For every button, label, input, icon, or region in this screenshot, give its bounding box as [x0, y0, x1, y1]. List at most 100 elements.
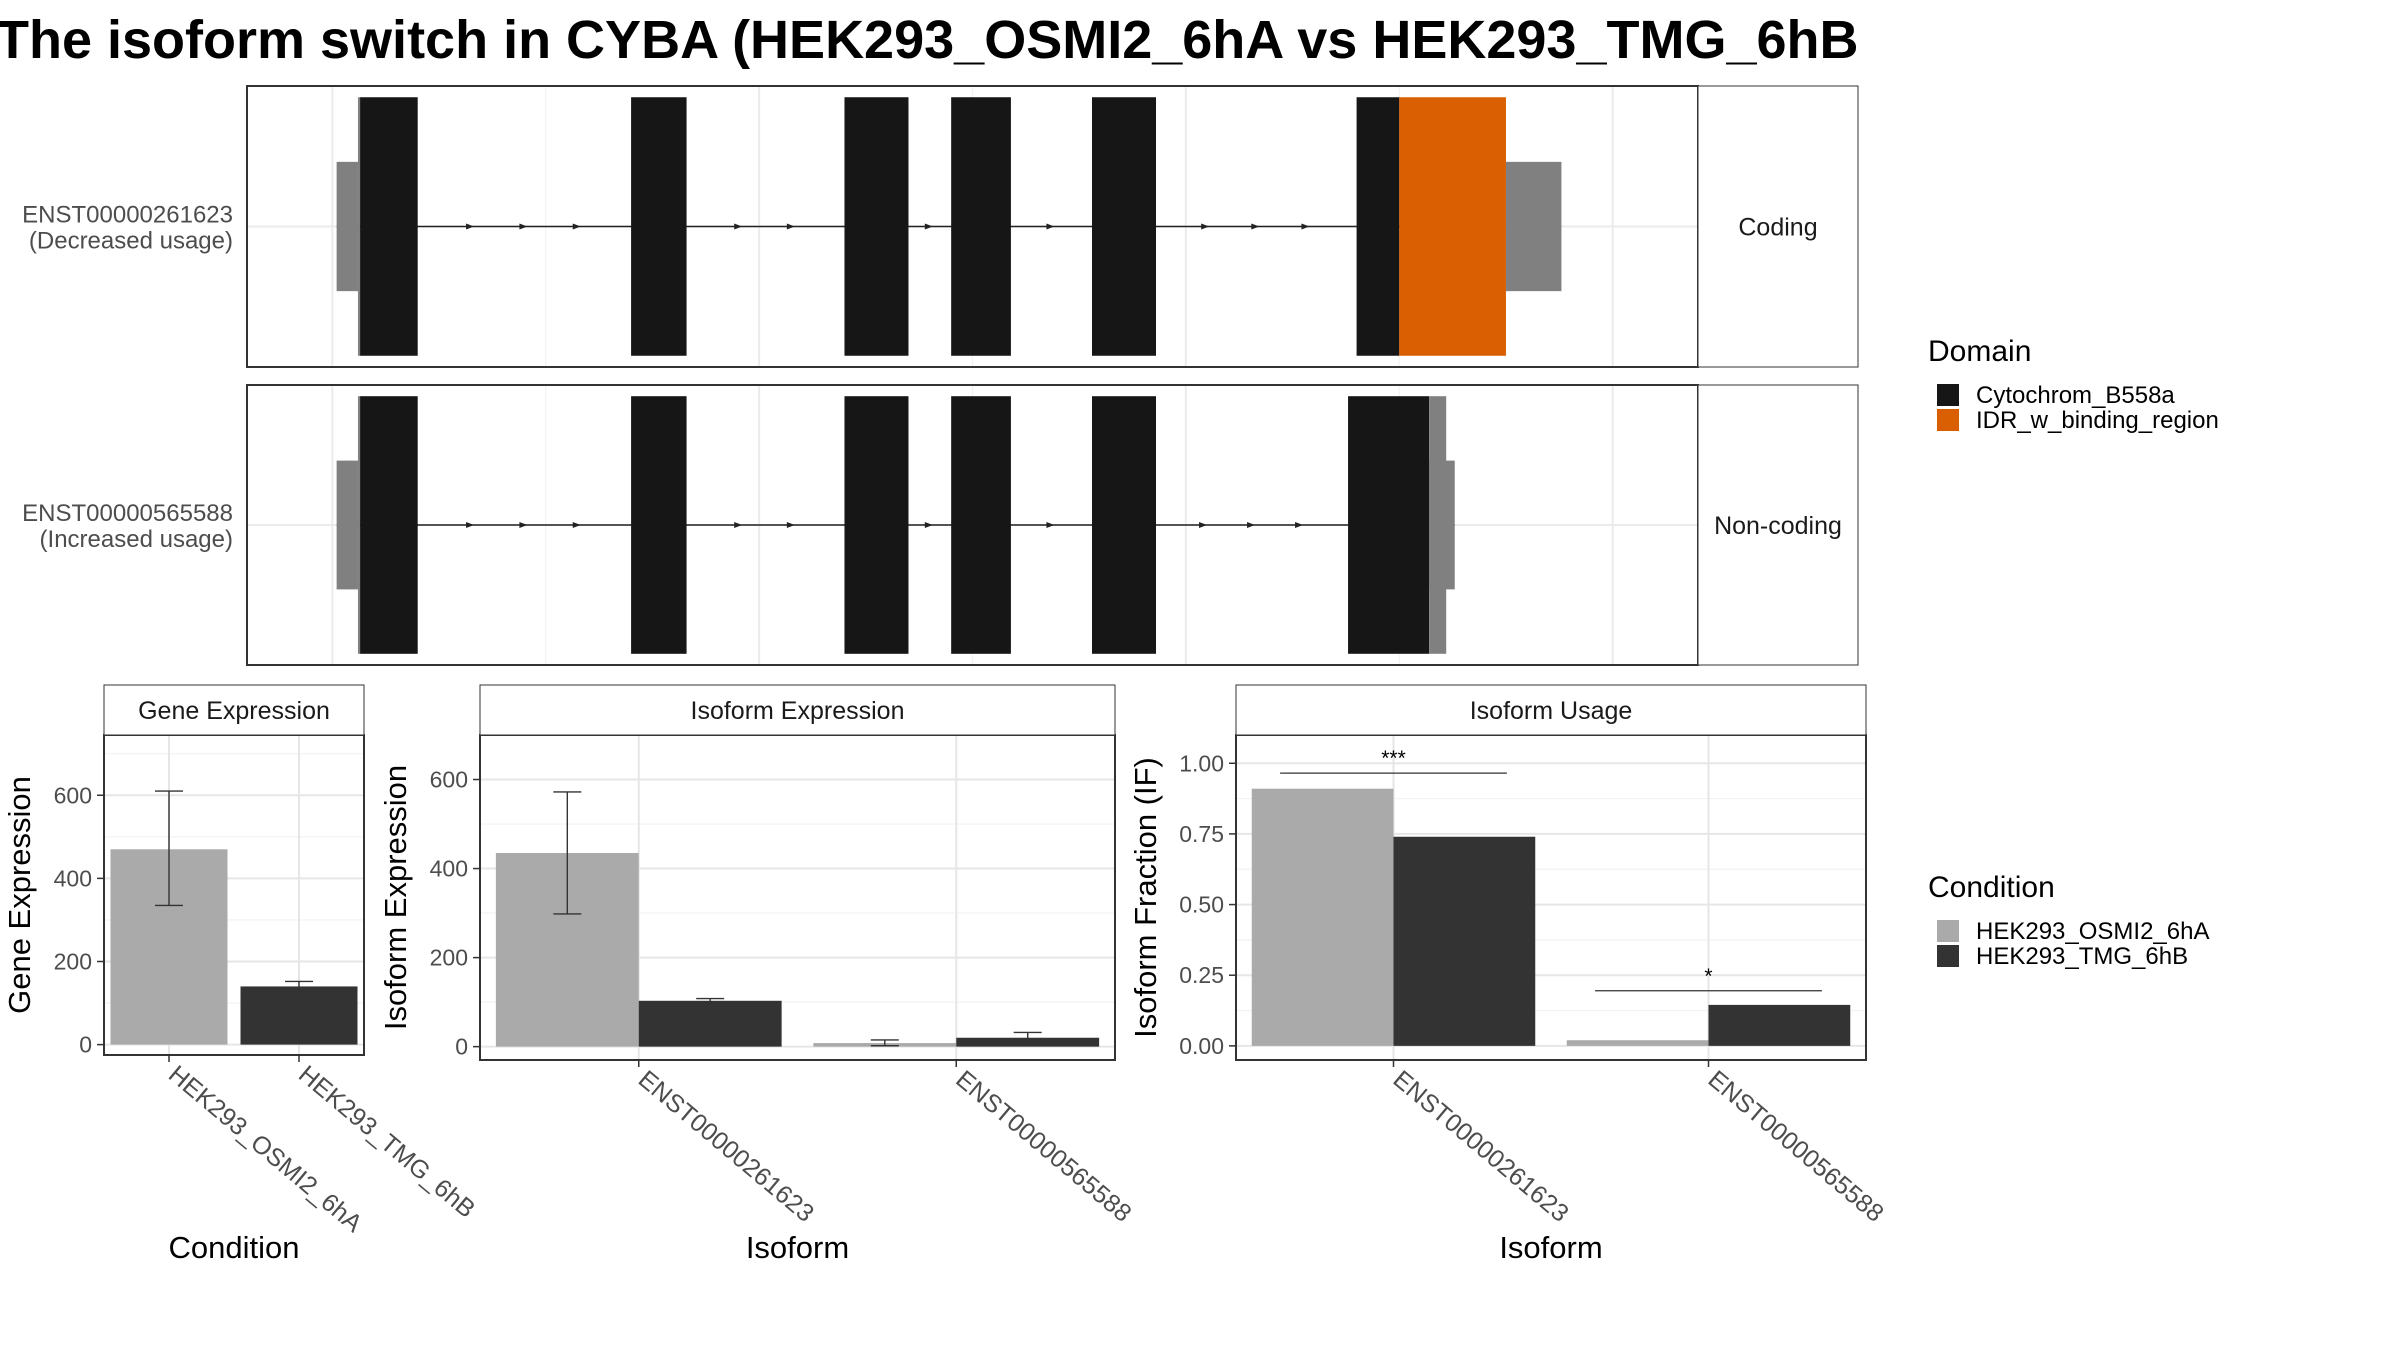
y-tick-label: 0.75 — [1179, 821, 1224, 847]
transcript-label: ENST00000261623 — [22, 202, 233, 229]
x-axis-title: Condition — [169, 1230, 300, 1265]
cytochrom-domain-block — [1091, 97, 1157, 356]
cytochrom-domain-block — [844, 396, 909, 654]
chart-title: The isoform switch in CYBA (HEK293_OSMI2… — [0, 10, 1859, 70]
bar — [1708, 1004, 1851, 1046]
cytochrom-domain-block — [1348, 396, 1430, 654]
intron-arrow — [1295, 522, 1304, 528]
legend-swatch — [1937, 384, 1959, 406]
y-tick-label: 200 — [430, 945, 468, 971]
intron-arrow — [1251, 223, 1260, 230]
legend-label: Cytochrom_B558a — [1976, 382, 2175, 409]
cytochrom-domain-block — [951, 97, 1011, 356]
bar — [1393, 836, 1536, 1046]
isoform-usage-panel: 0.000.250.500.751.00 ****Isoform UsageENS… — [1128, 684, 1889, 1265]
x-axis-title: Isoform — [746, 1230, 849, 1265]
cytochrom-domain-block — [360, 396, 418, 654]
cytochrom-domain-block — [1091, 396, 1157, 654]
intron-arrow — [1199, 522, 1208, 528]
utr3-block — [1505, 161, 1562, 292]
x-axis-title: Isoform — [1499, 1230, 1602, 1265]
x-tick-label: ENST00000261623 — [633, 1065, 819, 1228]
cytochrom-domain-block — [951, 396, 1011, 654]
legend-condition-title: Condition — [1928, 871, 2055, 904]
bar — [1566, 1040, 1709, 1046]
intron-arrow — [734, 522, 743, 528]
bar — [638, 1000, 782, 1047]
intron-arrow — [572, 223, 581, 230]
intron-arrow — [519, 522, 528, 528]
legend-label: HEK293_OSMI2_6hA — [1976, 918, 2209, 945]
bar — [1251, 788, 1394, 1046]
transcript-label: ENST00000565588 — [22, 500, 233, 527]
x-tick-label: ENST00000261623 — [1388, 1065, 1574, 1228]
transcript-usage-label: (Increased usage) — [40, 526, 233, 553]
legend-swatch — [1937, 920, 1959, 942]
utr5-block — [336, 161, 358, 292]
utr-edge — [357, 97, 361, 356]
y-tick-label: 400 — [54, 865, 92, 891]
strip-label: Coding — [1738, 214, 1817, 242]
intron-arrow — [1046, 522, 1055, 528]
x-tick-label: ENST00000565588 — [950, 1065, 1136, 1228]
x-tick-label: ENST00000565588 — [1703, 1065, 1889, 1228]
strip-bg — [103, 684, 365, 736]
intron-arrow — [924, 223, 933, 230]
utr5-block — [336, 460, 358, 590]
strip-bg — [1697, 85, 1859, 368]
strip-bg — [1697, 384, 1859, 666]
intron-arrow — [924, 522, 933, 528]
intron-arrow — [734, 223, 743, 230]
panel-title: Gene Expression — [138, 697, 330, 725]
strip-bg — [479, 684, 1116, 736]
intron-arrow — [466, 223, 475, 230]
legend-swatch — [1937, 409, 1959, 431]
intron-arrow — [1247, 522, 1256, 528]
isoform-expression-panel: 0 200 400 600 Isoform Expression ENST00000261… — [378, 684, 1137, 1265]
y-axis-title: Gene Expression — [2, 776, 37, 1014]
y-tick-label: 1.00 — [1179, 750, 1224, 776]
transcript-row-ENST00000261623: Coding ENST00000261623(Decreased usage) — [22, 85, 1859, 368]
intron-arrow — [786, 223, 795, 230]
cytochrom-domain-block — [631, 97, 687, 356]
y-tick-label: 0 — [79, 1032, 92, 1058]
y-tick-label: 200 — [54, 948, 92, 974]
intron-arrow — [466, 522, 475, 528]
legend-label: IDR_w_binding_region — [1976, 407, 2219, 434]
intron-arrow — [786, 522, 795, 528]
legends: Domain Cytochrom_B558aIDR_w_binding_regi… — [1928, 335, 2219, 970]
transcript-usage-label: (Decreased usage) — [29, 228, 233, 255]
y-axis-title: Isoform Fraction (IF) — [1128, 757, 1163, 1038]
intron-arrow — [519, 223, 528, 230]
significance-label: * — [1704, 965, 1712, 988]
intron-arrow — [1201, 223, 1210, 230]
y-tick-label: 0 — [455, 1034, 468, 1060]
legend-swatch — [1937, 945, 1959, 967]
intron-arrow — [572, 522, 581, 528]
transcript-structure-panel: Coding ENST00000261623(Decreased usage) No… — [22, 85, 1859, 666]
y-tick-label: 0.50 — [1179, 892, 1224, 918]
panel-title: Isoform Expression — [691, 697, 905, 725]
y-tick-label: 0.25 — [1179, 962, 1224, 988]
cytochrom-domain-block — [631, 396, 687, 654]
utr3-upper — [1429, 396, 1447, 654]
legend-domain-title: Domain — [1928, 335, 2031, 368]
y-tick-label: 0.00 — [1179, 1033, 1224, 1059]
y-axis-title: Isoform Expression — [378, 765, 413, 1030]
significance-label: *** — [1381, 747, 1406, 770]
transcript-row-ENST00000565588: Non-coding ENST00000565588(Increased usag… — [22, 384, 1859, 666]
utr-edge — [357, 396, 361, 654]
strip-bg — [1235, 684, 1867, 736]
y-tick-label: 600 — [430, 767, 468, 793]
panel-title: Isoform Usage — [1470, 697, 1633, 725]
y-tick-label: 600 — [54, 782, 92, 808]
idr-domain-block — [1399, 97, 1506, 356]
bar — [240, 986, 358, 1045]
legend-label: HEK293_TMG_6hB — [1976, 943, 2188, 970]
y-tick-label: 400 — [430, 856, 468, 882]
cytochrom-domain-block — [1356, 97, 1400, 356]
cytochrom-domain-block — [360, 97, 418, 356]
